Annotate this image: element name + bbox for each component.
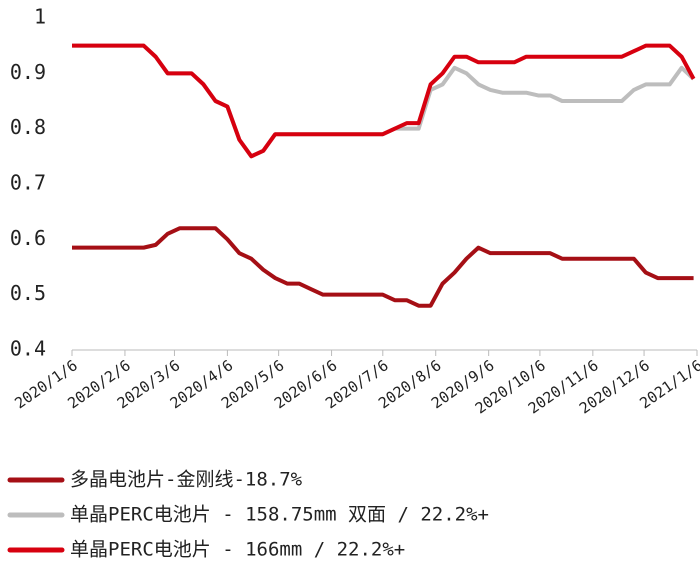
- legend-label: 单晶PERC电池片 - 166mm / 22.2%+: [70, 539, 405, 561]
- y-tick-label: 0.4: [10, 337, 46, 361]
- legend-label: 多晶电池片-金刚线-18.7%: [70, 469, 303, 491]
- legend-label: 单晶PERC电池片 - 158.75mm 双面 / 22.2%+: [70, 504, 489, 526]
- series-line: [72, 43, 696, 159]
- y-tick-label: 0.8: [10, 115, 46, 139]
- series-line: [72, 43, 695, 159]
- y-tick-label: 1: [34, 5, 46, 29]
- y-tick-label: 0.7: [10, 171, 46, 195]
- y-tick-label: 0.6: [10, 226, 46, 250]
- series-line: [72, 226, 694, 308]
- y-tick-label: 0.5: [10, 281, 46, 305]
- y-tick-label: 0.9: [10, 60, 46, 84]
